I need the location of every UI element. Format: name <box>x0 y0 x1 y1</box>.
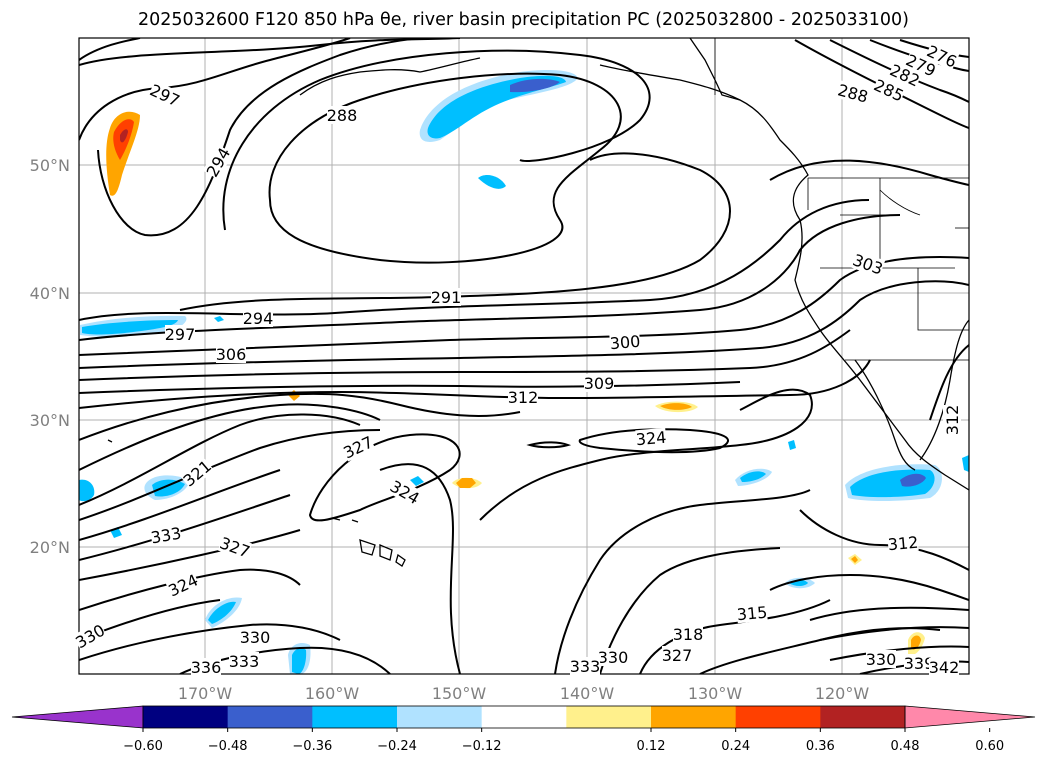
contour-label: 312 <box>508 388 539 407</box>
contour-label-text: 300 <box>609 332 641 354</box>
contour-label: 330 <box>598 648 629 667</box>
contour-label: 324 <box>635 428 667 450</box>
longitude-label: 160°W <box>305 684 360 703</box>
political-borders <box>714 38 969 361</box>
contour-label-text: 333 <box>229 652 260 671</box>
colorbar-swatch <box>312 706 398 728</box>
contour-label: 330 <box>240 628 271 647</box>
colorbar-swatch <box>397 706 483 728</box>
colorbar-swatch <box>735 706 821 728</box>
longitude-label: 170°W <box>178 684 233 703</box>
colorbar-tick-label: −0.24 <box>377 739 417 754</box>
colorbar-swatch <box>227 706 313 728</box>
contour-label-text: 294 <box>243 309 274 328</box>
colorbar-tick-label: −0.12 <box>462 739 502 754</box>
contour-label-text: 318 <box>673 625 704 644</box>
longitude-labels: 170°W 160°W 150°W 140°W 130°W 120°W <box>178 684 870 703</box>
colorbar-tick-label: −0.60 <box>123 739 163 754</box>
contour-label-text: 291 <box>431 288 462 307</box>
colorbar-tick-label: 0.12 <box>637 739 666 754</box>
colorbar: −0.60 −0.48 −0.36 −0.24 −0.12 0.12 0.24 0.36 0.4… <box>11 705 1036 754</box>
longitude-label: 150°W <box>432 684 487 703</box>
contour-label: 288 <box>836 80 870 106</box>
colorbar-tick-label: −0.36 <box>292 739 332 754</box>
contour-label: 291 <box>431 288 462 307</box>
contour-label: 333 <box>229 652 260 671</box>
colorbar-tick-label: 0.60 <box>975 739 1004 754</box>
latitude-label: 20°N <box>30 538 70 557</box>
contour-label-text: 312 <box>943 405 962 436</box>
colorbar-swatch <box>143 706 229 728</box>
longitude-label: 130°W <box>688 684 743 703</box>
latitude-labels: 50°N 40°N 30°N 20°N <box>30 156 70 557</box>
map-frame <box>78 37 970 675</box>
contour-label-text: 315 <box>736 603 768 625</box>
colorbar-extension-low <box>11 705 144 729</box>
contour-label: 300 <box>609 332 641 354</box>
contour-label: 315 <box>736 603 768 625</box>
colorbar-tick-label: 0.36 <box>806 739 835 754</box>
longitude-label: 120°W <box>815 684 870 703</box>
contour-label: 330 <box>866 650 897 669</box>
colorbar-extension-high <box>904 705 1036 729</box>
contour-label: 312 <box>943 405 962 436</box>
precipitation-shading <box>79 70 969 674</box>
contour-label: 318 <box>673 625 704 644</box>
contour-label: 306 <box>216 345 247 364</box>
contour-label: 333 <box>570 657 601 676</box>
contour-label-text: 330 <box>866 650 897 669</box>
contour-label-text: 330 <box>240 628 271 647</box>
map-panel: 2972942882912942973063003093123243273213… <box>30 37 970 703</box>
contour-label: 288 <box>327 106 358 125</box>
longitude-label: 140°W <box>560 684 615 703</box>
figure-title: 2025032600 F120 850 hPa θe, river basin … <box>138 10 909 30</box>
contour-label-text: 312 <box>887 533 919 555</box>
contour-label-text: 333 <box>570 657 601 676</box>
colorbar-swatch <box>566 706 652 728</box>
contour-label: 339 <box>904 654 935 673</box>
contour-label-text: 297 <box>165 325 196 344</box>
contour-label: 309 <box>584 374 615 393</box>
contour-label: 336 <box>191 658 222 677</box>
contour-label-text: 324 <box>635 428 667 450</box>
contour-label-text: 309 <box>584 374 615 393</box>
contour-label: 312 <box>887 533 919 555</box>
contour-label: 342 <box>929 658 960 677</box>
latitude-label: 50°N <box>30 156 70 175</box>
contour-label-text: 336 <box>191 658 222 677</box>
colorbar-swatch <box>820 706 906 728</box>
latitude-label: 30°N <box>30 411 70 430</box>
contour-label: 327 <box>662 646 693 665</box>
latitude-label: 40°N <box>30 284 70 303</box>
colorbar-tick-label: −0.48 <box>208 739 248 754</box>
colorbar-swatch <box>481 706 567 728</box>
colorbar-swatch <box>651 706 737 728</box>
contour-label: 297 <box>165 325 196 344</box>
coastlines <box>107 38 969 567</box>
colorbar-tick-label: 0.24 <box>721 739 750 754</box>
graticule <box>79 38 969 674</box>
contour-label: 294 <box>243 309 274 328</box>
contour-label-text: 342 <box>929 658 960 677</box>
contour-label-text: 288 <box>327 106 358 125</box>
contour-label-text: 330 <box>598 648 629 667</box>
contour-label-text: 306 <box>216 345 247 364</box>
contour-label-text: 339 <box>904 654 935 673</box>
contour-label-text: 327 <box>662 646 693 665</box>
contour-label-text: 312 <box>508 388 539 407</box>
colorbar-tick-label: 0.48 <box>891 739 920 754</box>
